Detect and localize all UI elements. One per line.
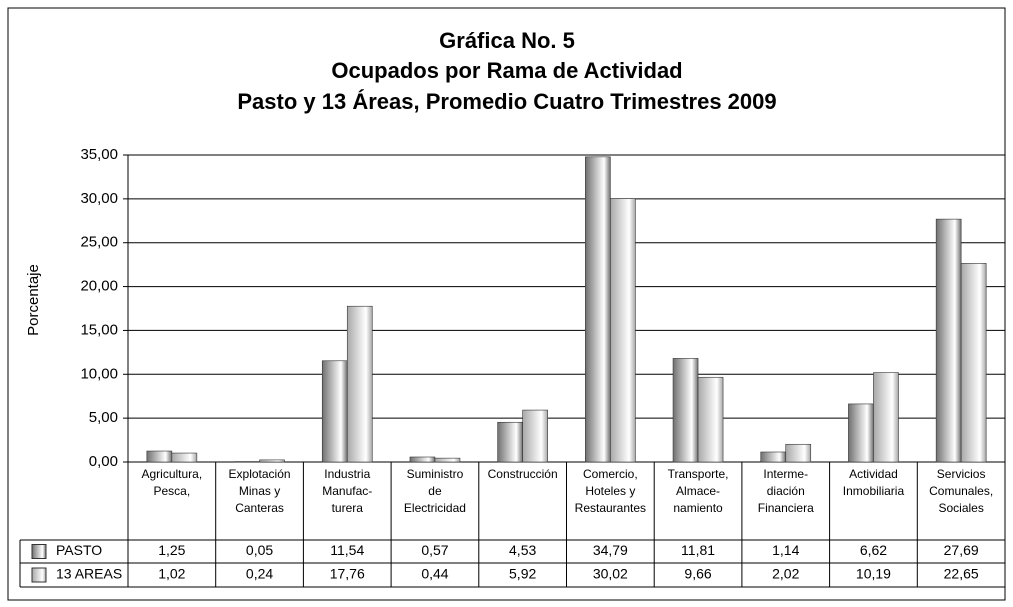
category-label: Pesca,: [154, 484, 191, 498]
category-label: Industria: [324, 467, 370, 481]
chart-title: Pasto y 13 Áreas, Promedio Cuatro Trimes…: [237, 89, 776, 114]
y-tick-label: 15,00: [80, 321, 118, 338]
legend-swatch: [31, 544, 47, 559]
category-label: Almace-: [676, 484, 720, 498]
category-label: namiento: [673, 501, 723, 515]
category-label: Inmobiliaria: [843, 484, 905, 498]
data-label: 6,62: [860, 542, 887, 558]
category-label: Restaurantes: [575, 501, 646, 515]
bar: [960, 263, 987, 463]
data-label: 34,79: [593, 542, 628, 558]
bar: [848, 403, 874, 463]
data-label: 0,44: [421, 566, 448, 582]
data-label: 11,54: [330, 542, 364, 558]
data-label: 30,02: [593, 566, 628, 582]
data-label: 17,76: [330, 566, 365, 582]
legend-swatch: [31, 567, 47, 583]
bar: [409, 456, 436, 463]
chart-title: Gráfica No. 5: [439, 28, 575, 53]
y-tick-label: 20,00: [80, 278, 118, 295]
bar: [346, 305, 373, 463]
data-label: 1,14: [772, 542, 799, 558]
data-label: 0,57: [421, 542, 448, 558]
bar: [585, 156, 611, 463]
data-label: 10,19: [856, 566, 891, 582]
bar: [935, 218, 962, 463]
data-label: 1,02: [158, 566, 185, 582]
data-label: 2,02: [772, 566, 799, 582]
category-label: Minas y: [239, 484, 280, 498]
data-label: 4,53: [509, 542, 536, 558]
category-label: de: [428, 484, 442, 498]
bar: [146, 450, 173, 463]
chart-title: Ocupados por Rama de Actividad: [331, 58, 682, 83]
y-tick-label: 35,00: [80, 146, 118, 163]
category-label: Financiera: [758, 501, 814, 515]
chart-border: [7, 7, 1006, 601]
category-label: Explotación: [229, 467, 291, 481]
category-label: Actividad: [849, 467, 898, 481]
data-label: 11,81: [681, 542, 715, 558]
category-label: Sociales: [938, 501, 983, 515]
data-label: 1,25: [158, 542, 185, 558]
bar: [259, 459, 285, 463]
category-label: turera: [332, 501, 364, 515]
category-label: Agricultura,: [141, 467, 202, 481]
category-label: diación: [767, 484, 805, 498]
data-label: 9,66: [684, 566, 711, 582]
y-tick-label: 30,00: [80, 190, 118, 207]
bar: [497, 421, 523, 463]
category-label: Electricidad: [404, 501, 466, 515]
bar: [672, 358, 699, 463]
data-label: 5,92: [509, 566, 536, 582]
category-label: Interme-: [763, 467, 808, 481]
category-label: Manufac-: [322, 484, 372, 498]
data-label: 0,24: [246, 566, 273, 582]
category-label: Transporte,: [668, 467, 729, 481]
bar: [785, 443, 812, 463]
bar: [760, 451, 787, 463]
category-label: Comercio,: [583, 467, 638, 481]
category-label: Canteras: [235, 501, 284, 515]
y-tick-label: 25,00: [80, 234, 118, 251]
bar: [610, 198, 636, 463]
data-label: 27,69: [944, 542, 979, 558]
bar: [171, 452, 198, 463]
legend-label: PASTO: [56, 542, 102, 558]
y-tick-label: 10,00: [80, 365, 118, 382]
bar: [321, 360, 348, 463]
legend-label: 13 AREAS: [56, 566, 122, 582]
category-label: Hoteles y: [585, 484, 635, 498]
category-label: Servicios: [937, 467, 986, 481]
category-label: Suministro: [407, 467, 464, 481]
bar: [697, 376, 724, 463]
bar: [434, 457, 461, 463]
bar: [522, 409, 548, 463]
data-label: 22,65: [944, 566, 979, 582]
y-tick-label: 0,00: [89, 453, 118, 470]
category-label: Construcción: [488, 467, 558, 481]
bar: [873, 372, 899, 463]
y-tick-label: 5,00: [89, 409, 118, 426]
category-label: Comunales,: [929, 484, 993, 498]
y-axis-label: Porcentaje: [25, 264, 42, 336]
data-label: 0,05: [246, 542, 273, 558]
